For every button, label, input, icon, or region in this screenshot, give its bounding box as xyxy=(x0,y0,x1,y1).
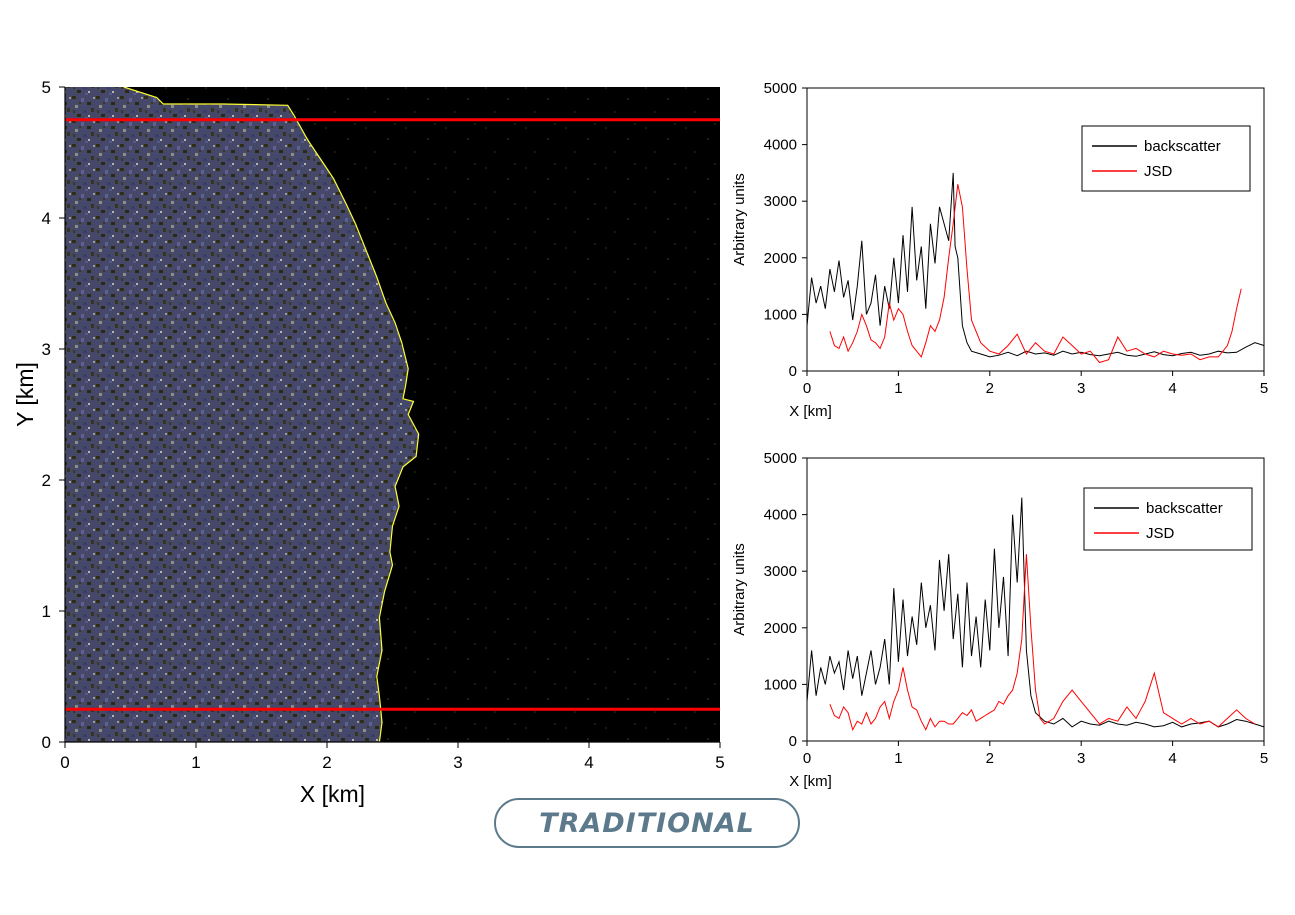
top-y-axis-title: Arbitrary units xyxy=(731,173,748,266)
bottom-y-tick-label: 3000 xyxy=(764,563,797,580)
top-series-backscatter xyxy=(806,172,1265,358)
x-tick-label: 1 xyxy=(191,753,200,772)
bottom-x-tick-label: 3 xyxy=(1077,750,1085,767)
x-tick-label: 2 xyxy=(322,753,331,772)
bottom-legend-label: backscatter xyxy=(1146,500,1223,517)
y-tick-label: 3 xyxy=(42,340,51,359)
bottom-x-tick-label: 2 xyxy=(986,750,994,767)
y-tick-label: 5 xyxy=(42,78,51,97)
top-x-tick-label: 5 xyxy=(1260,380,1268,397)
bottom-legend-label: JSD xyxy=(1146,525,1175,542)
bottom-x-tick-label: 1 xyxy=(894,750,902,767)
bottom-y-tick-label: 4000 xyxy=(764,507,797,524)
bottom-x-axis-title: X [km] xyxy=(789,773,832,790)
bottom-legend-box xyxy=(1083,487,1253,551)
x-axis-title: X [km] xyxy=(300,781,365,807)
y-tick-label: 4 xyxy=(42,209,51,228)
top-legend-box xyxy=(1081,125,1251,192)
top-plot-frame xyxy=(806,87,1265,372)
bottom-x-tick-label: 0 xyxy=(803,750,811,767)
bottom-y-axis-title: Arbitrary units xyxy=(731,543,748,636)
x-tick-label: 5 xyxy=(715,753,724,772)
top-y-tick-label: 4000 xyxy=(764,137,797,154)
y-tick-label: 1 xyxy=(42,602,51,621)
traditional-badge: TRADITIONAL xyxy=(494,798,800,848)
badge-label: TRADITIONAL xyxy=(539,807,755,839)
top-profile-chart: 0 1 2 3 4 5 0 1000 2000 3000 4000 5000 X [km] Arbitra… xyxy=(731,80,1268,420)
top-series-jsd xyxy=(829,184,1242,364)
top-x-tick-label: 1 xyxy=(894,380,902,397)
bottom-plot-frame xyxy=(806,457,1265,742)
y-axis-title: Y [km] xyxy=(12,362,38,427)
y-tick-label: 0 xyxy=(42,733,51,752)
bottom-y-tick-label: 5000 xyxy=(764,450,797,467)
top-x-tick-label: 0 xyxy=(803,380,811,397)
top-legend-label: backscatter xyxy=(1144,138,1221,155)
bottom-series-jsd xyxy=(829,554,1256,732)
bottom-profile-chart: 0 1 2 3 4 5 0 1000 2000 3000 4000 5000 X [km] Arbitra… xyxy=(731,450,1268,790)
bottom-y-tick-label: 0 xyxy=(789,733,797,750)
top-legend-label: JSD xyxy=(1144,163,1173,180)
bottom-y-tick-label: 1000 xyxy=(764,676,797,693)
top-x-tick-label: 3 xyxy=(1077,380,1085,397)
top-x-tick-label: 4 xyxy=(1168,380,1176,397)
top-y-tick-label: 5000 xyxy=(764,80,797,97)
image-axes: 0 1 2 3 4 5 0 1 2 3 4 5 X [km] Y [km] xyxy=(12,78,725,807)
top-x-axis-title: X [km] xyxy=(789,403,832,420)
bottom-series-backscatter xyxy=(806,497,1265,728)
bottom-x-tick-label: 4 xyxy=(1168,750,1176,767)
top-y-tick-label: 3000 xyxy=(764,193,797,210)
top-y-tick-label: 0 xyxy=(789,363,797,380)
bottom-x-tick-label: 5 xyxy=(1260,750,1268,767)
top-y-tick-label: 2000 xyxy=(764,250,797,267)
bottom-y-tick-label: 2000 xyxy=(764,620,797,637)
y-tick-label: 2 xyxy=(42,471,51,490)
x-tick-label: 4 xyxy=(584,753,593,772)
top-y-tick-label: 1000 xyxy=(764,306,797,323)
boundary-contour xyxy=(123,87,420,742)
sar-image-panel: 0 1 2 3 4 5 0 1 2 3 4 5 X [km] Y [km] xyxy=(12,78,725,807)
x-tick-label: 0 xyxy=(60,753,69,772)
bright-backscatter-region xyxy=(65,87,419,742)
top-x-tick-label: 2 xyxy=(986,380,994,397)
reference-lines xyxy=(65,118,720,711)
x-tick-label: 3 xyxy=(453,753,462,772)
